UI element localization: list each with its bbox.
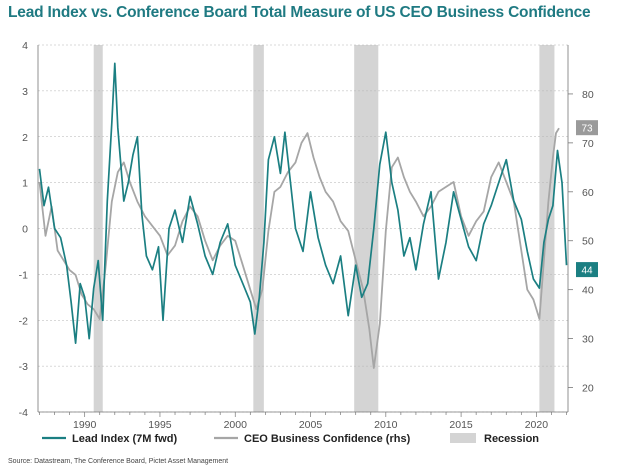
y-right-tick-label: 50 [582, 236, 594, 248]
legend-label-ceo: CEO Business Confidence (rhs) [244, 433, 411, 445]
y-left-tick-label: 1 [22, 178, 28, 190]
axes: 4 3 2 1 0 -1 -2 -3 -4 80 70 60 50 40 30 20 1990 1995 2000 2… [19, 40, 594, 431]
ceo-end-value: 73 [581, 124, 593, 135]
x-tick-label: 1990 [73, 419, 97, 431]
x-tick-label: 2000 [224, 419, 248, 431]
lead-index-line [38, 62, 568, 345]
legend-label-lead: Lead Index (7M fwd) [72, 433, 177, 445]
grid-lines [38, 44, 568, 413]
x-tick-label: 2015 [449, 419, 473, 431]
legend-label-recession: Recession [484, 433, 539, 445]
end-labels: 73 44 [576, 120, 598, 278]
series-lines [38, 62, 568, 369]
y-left-tick-label: 2 [22, 132, 28, 144]
y-right-tick-label: 40 [582, 285, 594, 297]
lead-end-value: 44 [581, 266, 593, 277]
ceo-end-badge [576, 120, 598, 136]
y-left-tick-label: -1 [19, 269, 28, 281]
ceo-confidence-line [38, 127, 560, 369]
lead-end-badge [576, 262, 598, 278]
y-left-tick-label: -2 [19, 315, 28, 327]
x-tick-label: 2010 [374, 419, 398, 431]
y-right-tick-label: 20 [582, 383, 594, 395]
legend: Lead Index (7M fwd) CEO Business Confiden… [42, 433, 539, 445]
y-left-tick-label: -4 [19, 407, 28, 419]
y-right-tick-label: 30 [582, 334, 594, 346]
x-tick-label: 2005 [299, 419, 323, 431]
source-note: Source: Datastream, The Conference Board… [8, 458, 229, 465]
x-tick-label: 1995 [148, 419, 172, 431]
y-left-tick-label: 4 [22, 40, 28, 52]
x-tick-label: 2020 [525, 419, 549, 431]
y-left-tick-label: 3 [22, 86, 28, 98]
legend-swatch-recession [450, 433, 476, 443]
y-right-tick-label: 70 [582, 138, 594, 150]
y-left-tick-label: -3 [19, 361, 28, 373]
y-right-tick-label: 60 [582, 187, 594, 199]
y-right-tick-label: 80 [582, 89, 594, 101]
y-left-tick-label: 0 [22, 224, 28, 236]
chart-title: Lead Index vs. Conference Board Total Me… [8, 4, 591, 21]
